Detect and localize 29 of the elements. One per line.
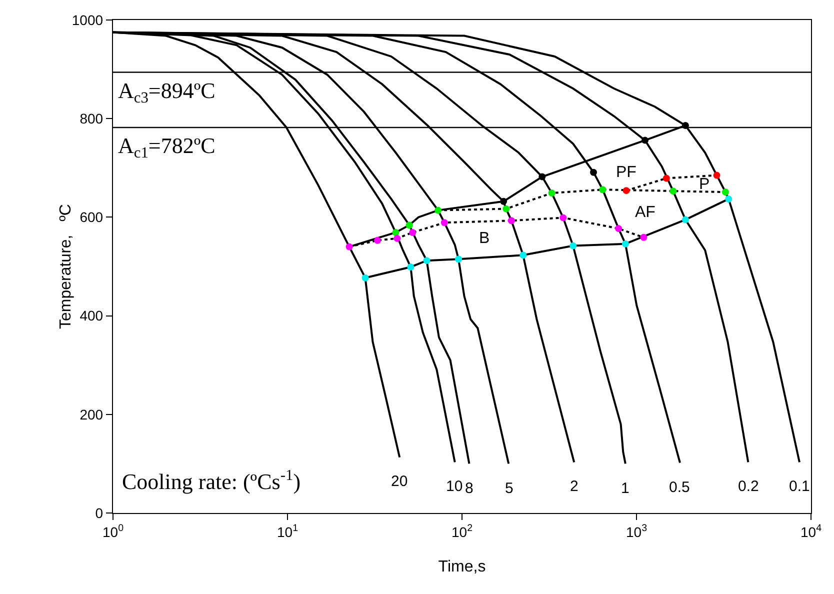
annotation: P — [699, 176, 710, 193]
x-tick-label: 10$^{4}$ — [800, 523, 822, 540]
series-label: 0.5 — [669, 479, 690, 496]
y-tick-label: 400 — [80, 308, 104, 324]
series-label: 20 — [391, 473, 408, 490]
y-axis-title: Temperature, ºC — [58, 204, 75, 329]
series-label: 1 — [621, 480, 630, 497]
x-tick-label: 10$^{2}$ — [451, 523, 473, 540]
annotation: PF — [616, 164, 637, 181]
x-tick-label: 10$^{3}$ — [626, 523, 648, 540]
x-tick-label: 10$^{0}$ — [102, 523, 124, 540]
ref-line-label: A$_{c3}$=894ºC — [118, 78, 216, 107]
x-tick-label: 10$^{1}$ — [276, 523, 298, 540]
series-label: 0.2 — [738, 478, 759, 495]
annotation: Cooling rate: (ºCs$^{-1}$) — [122, 467, 301, 494]
annotation: B — [479, 230, 490, 247]
y-tick-label: 600 — [80, 209, 104, 226]
series-label: 2 — [570, 478, 578, 495]
y-tick-label: 1000 — [72, 12, 104, 28]
y-tick-label: 0 — [95, 504, 104, 521]
series-label: 5 — [505, 480, 514, 497]
y-tick-label: 200 — [80, 406, 104, 422]
ref-line-label: A$_{c1}$=782ºC — [118, 133, 216, 162]
y-tick-label: 800 — [80, 110, 104, 126]
x-axis-title: Time,s — [438, 558, 486, 576]
series-label: 10 — [446, 478, 463, 495]
series-label: 0.1 — [789, 478, 810, 495]
series-label: 8 — [465, 480, 474, 497]
annotation: AF — [635, 204, 656, 221]
